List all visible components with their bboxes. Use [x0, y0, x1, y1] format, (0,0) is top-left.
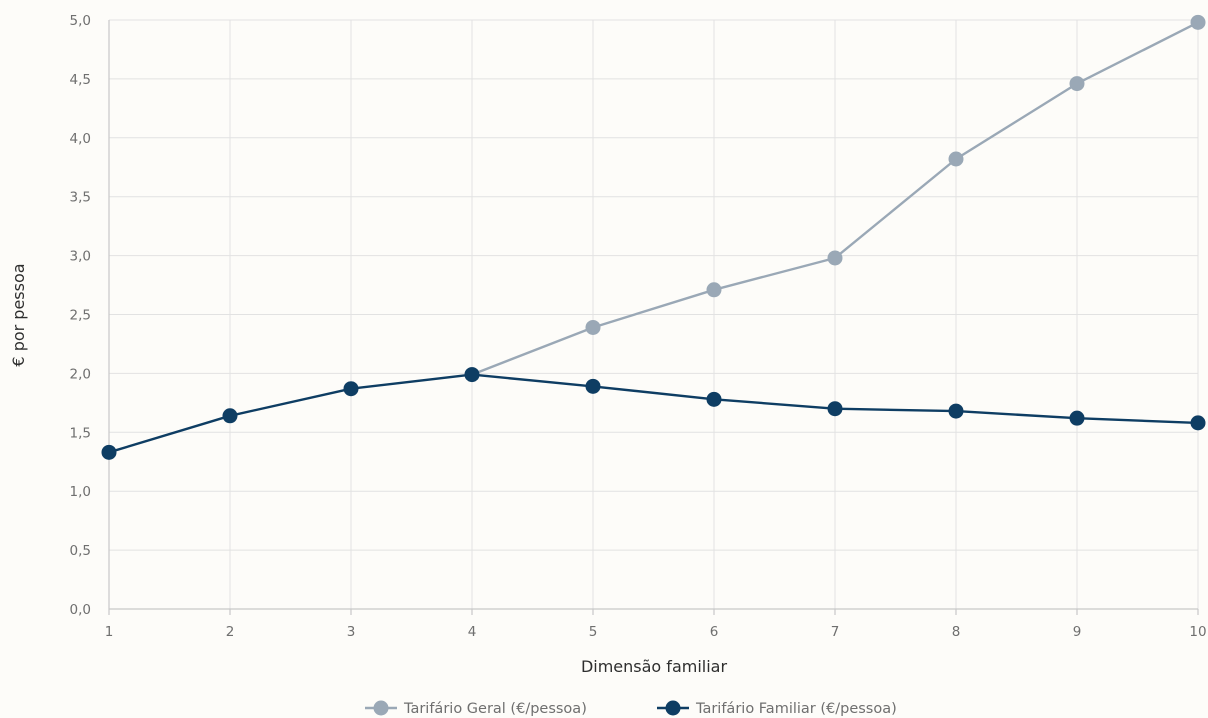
- data-point[interactable]: [827, 250, 843, 266]
- legend-item-1[interactable]: Tarifário Geral (€/pessoa): [365, 700, 587, 718]
- x-tick-label: 8: [952, 624, 961, 640]
- legend-item-2[interactable]: Tarifário Familiar (€/pessoa): [657, 700, 897, 718]
- legend-dot-marker: [373, 700, 389, 716]
- legend[interactable]: Tarifário Geral (€/pessoa) Tarifário Fami…: [365, 700, 897, 718]
- y-tick-label: 2,0: [70, 366, 91, 382]
- x-tick-label: 9: [1073, 624, 1082, 640]
- series-2: [101, 367, 1206, 460]
- data-point[interactable]: [101, 444, 117, 460]
- data-point[interactable]: [222, 408, 238, 424]
- data-point[interactable]: [948, 403, 964, 419]
- data-point[interactable]: [1069, 410, 1085, 426]
- series: [101, 14, 1206, 460]
- data-point[interactable]: [706, 282, 722, 298]
- y-tick-label: 3,5: [70, 190, 91, 206]
- x-tick-label: 4: [468, 624, 477, 640]
- x-tick-label: 2: [226, 624, 235, 640]
- y-tick-label: 5,0: [70, 13, 91, 29]
- y-tick-label: 1,5: [70, 425, 91, 441]
- y-axis-title: € por pessoa: [9, 263, 28, 366]
- x-tick-label: 5: [589, 624, 598, 640]
- x-axis-title: Dimensão familiar: [581, 657, 728, 676]
- data-point[interactable]: [585, 319, 601, 335]
- series-line: [108, 373, 1199, 454]
- axes: 0,0 0,5 1,0 1,5 2,0 2,5 3,0 3,5 4,0 4,5 5,0 1 2 3 4 5 6 7…: [70, 13, 1207, 640]
- data-point[interactable]: [1190, 415, 1206, 431]
- legend-label: Tarifário Familiar (€/pessoa): [695, 701, 897, 717]
- data-point[interactable]: [827, 401, 843, 417]
- legend-dot-marker: [665, 700, 681, 716]
- y-tick-label: 4,0: [70, 131, 91, 147]
- x-tick-label: 3: [347, 624, 356, 640]
- y-tick-label: 4,5: [70, 72, 91, 88]
- x-tick-label: 6: [710, 624, 719, 640]
- grid: [109, 19, 1199, 609]
- data-point[interactable]: [1069, 76, 1085, 92]
- y-tick-label: 0,0: [70, 602, 91, 618]
- data-point[interactable]: [1190, 14, 1206, 30]
- y-tick-label: 0,5: [70, 543, 91, 559]
- y-tick-label: 3,0: [70, 249, 91, 265]
- x-tick-label: 7: [831, 624, 840, 640]
- x-tick-label: 1: [105, 624, 114, 640]
- y-tick-label: 2,5: [70, 308, 91, 324]
- x-tick-label: 10: [1189, 624, 1206, 640]
- data-point[interactable]: [948, 151, 964, 167]
- y-tick-label: 1,0: [70, 484, 91, 500]
- data-point[interactable]: [464, 367, 480, 383]
- legend-label: Tarifário Geral (€/pessoa): [403, 701, 587, 717]
- data-point[interactable]: [585, 378, 601, 394]
- data-point[interactable]: [343, 381, 359, 397]
- data-point[interactable]: [706, 391, 722, 407]
